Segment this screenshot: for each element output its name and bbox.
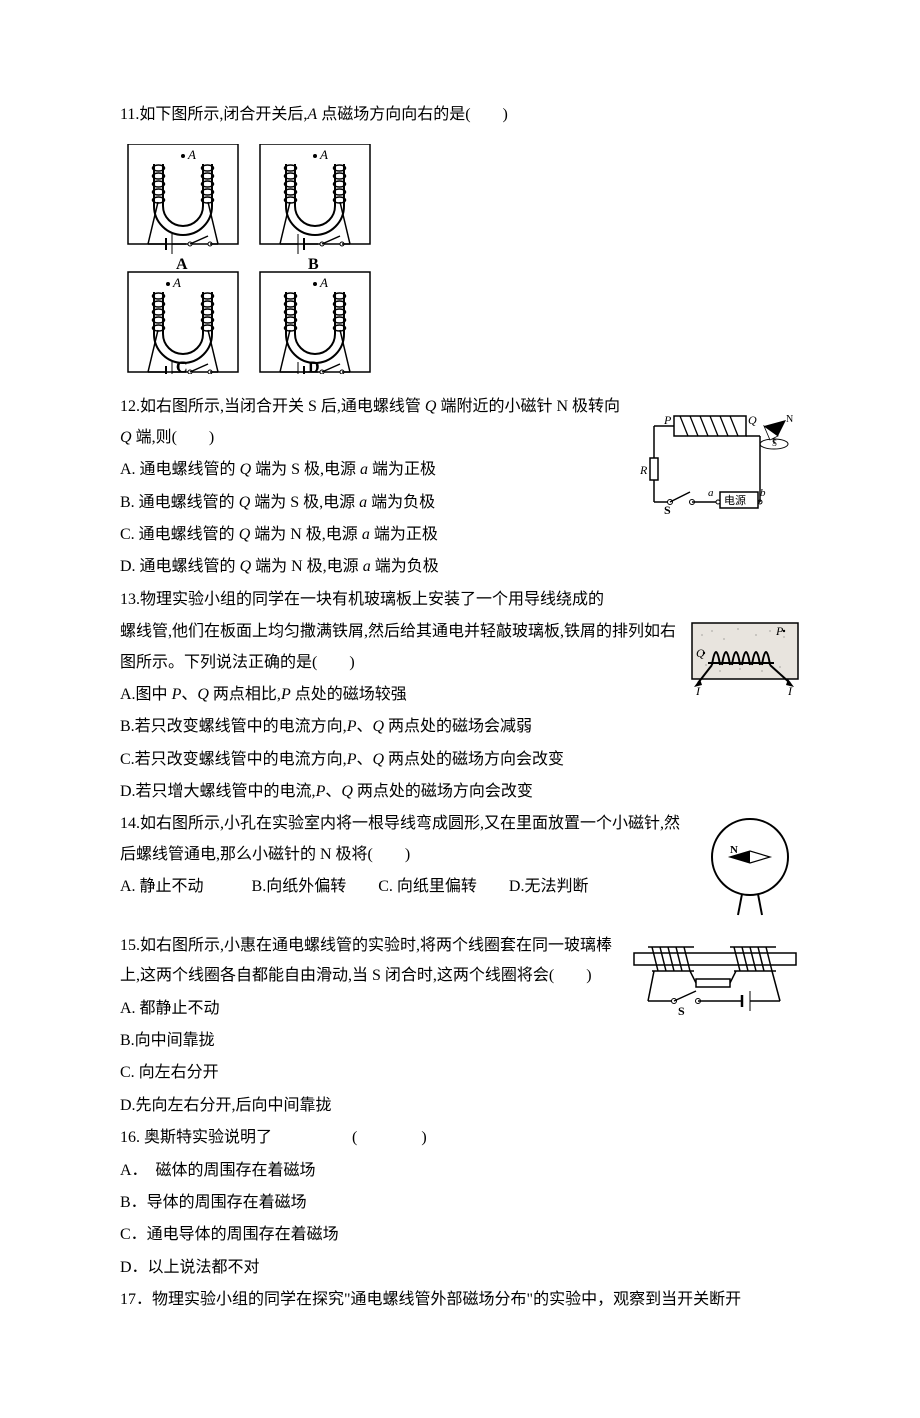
q17-stem: 17．物理实验小组的同学在探究"通电螺线管外部磁场分布"的实验中，观察到当开关断… <box>120 1285 800 1315</box>
svg-text:b: b <box>760 487 766 499</box>
q12-opt-d: D. 通电螺线管的 Q 端为 N 极,电源 a 端为负极 <box>120 552 800 582</box>
power-label: 电源 <box>724 493 746 507</box>
q14-options: A. 静止不动 B.向纸外偏转 C. 向纸里偏转 D.无法判断 <box>120 872 800 902</box>
q13-stem-1: 13.物理实验小组的同学在一块有机玻璃板上安装了一个用导线绕成的 <box>120 585 800 615</box>
q15-figure: S <box>630 937 800 1028</box>
q14-stem: 14.如右图所示,小孔在实验室内将一根导线弯成圆形,又在里面放置一个小磁针,然后… <box>120 809 800 870</box>
q11-figure: A <box>120 144 800 374</box>
q16-opt-c: C．通电导体的周围存在着磁场 <box>120 1220 800 1250</box>
q12-figure: P Q N S R S <box>640 410 800 531</box>
q13-opt-b: B.若只改变螺线管中的电流方向,P、Q 两点处的磁场会减弱 <box>120 712 800 742</box>
svg-text:A: A <box>319 147 328 162</box>
q13-opt-d: D.若只增大螺线管中的电流,P、Q 两点处的磁场方向会改变 <box>120 777 800 807</box>
svg-text:D: D <box>308 359 320 374</box>
svg-text:a: a <box>708 487 714 499</box>
svg-text:A: A <box>176 256 188 273</box>
q11-stem: 11.如下图所示,闭合开关后,A 点磁场方向向右的是( ) <box>120 100 800 130</box>
svg-text:N: N <box>730 844 738 856</box>
q13-figure: P Q I I <box>690 621 800 710</box>
q15-opt-d: D.先向左右分开,后向中间靠拢 <box>120 1091 800 1121</box>
svg-text:I: I <box>695 684 701 698</box>
svg-text:A: A <box>319 275 328 290</box>
q14-figure: N <box>700 809 800 930</box>
svg-text:R: R <box>640 463 648 477</box>
q13-opt-c: C.若只改变螺线管中的电流方向,P、Q 两点处的磁场方向会改变 <box>120 745 800 775</box>
q15-opt-b: B.向中间靠拢 <box>120 1026 800 1056</box>
svg-text:S: S <box>678 1004 685 1017</box>
svg-text:P: P <box>775 624 784 638</box>
svg-text:B: B <box>308 256 319 273</box>
svg-text:A: A <box>172 275 181 290</box>
svg-text:P: P <box>663 413 672 427</box>
q16-opt-b: B．导体的周围存在着磁场 <box>120 1188 800 1218</box>
svg-text:N: N <box>786 414 793 425</box>
svg-text:S: S <box>772 438 777 448</box>
svg-text:C: C <box>176 359 188 374</box>
q16-stem: 16. 奥斯特实验说明了 ( ) <box>120 1123 800 1153</box>
svg-text:S: S <box>664 503 671 517</box>
q16-opt-a: A． 磁体的周围存在着磁场 <box>120 1156 800 1186</box>
svg-text:Q: Q <box>748 413 757 427</box>
svg-text:A: A <box>187 147 196 162</box>
q15-opt-c: C. 向左右分开 <box>120 1058 800 1088</box>
q16-opt-d: D．以上说法都不对 <box>120 1253 800 1283</box>
